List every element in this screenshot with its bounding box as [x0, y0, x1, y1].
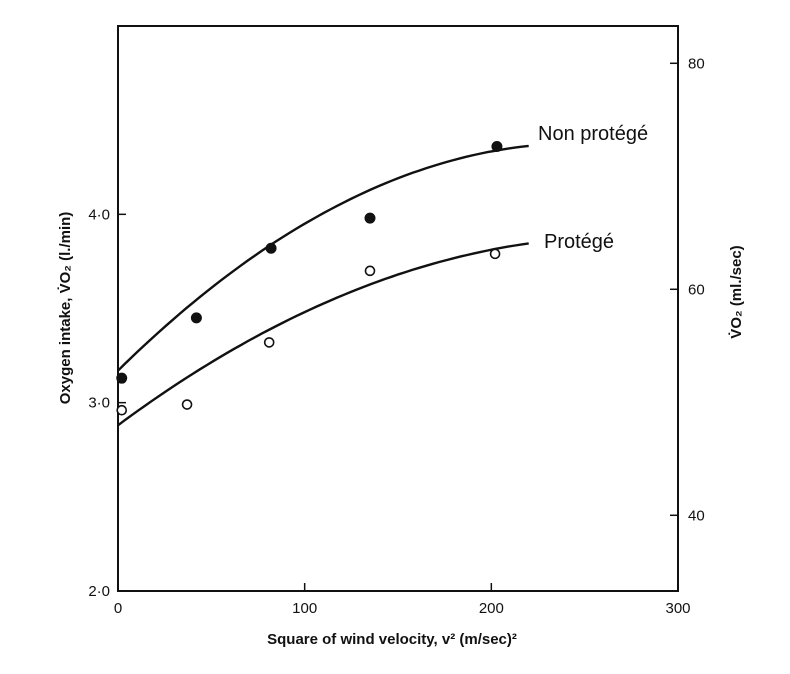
y-left-axis-title: Oxygen intake, V̇O₂ (l./min): [57, 212, 74, 405]
plot-frame: [117, 25, 679, 592]
series-curve-1: [117, 144, 529, 372]
x-axis-title: Square of wind velocity, v² (m/sec)²: [267, 631, 517, 648]
data-point: [489, 248, 501, 260]
data-point: [181, 399, 193, 410]
y-right-tick-label: 40: [688, 507, 705, 524]
y-left-tick-label: 4·0: [88, 206, 110, 223]
data-point: [116, 404, 128, 416]
x-tick-label: 200: [479, 600, 504, 617]
data-point: [265, 242, 277, 254]
data-point: [263, 337, 275, 348]
data-point: [364, 265, 376, 277]
data-point: [364, 212, 376, 224]
series-label: Non protégé: [538, 123, 648, 145]
y-right-axis-title: V̇O₂ (ml./sec): [728, 245, 745, 338]
y-left-tick-label: 3·0: [88, 395, 110, 412]
data-point: [491, 141, 503, 153]
x-tick-label: 100: [292, 600, 317, 617]
x-tick-label: 0: [114, 600, 122, 617]
x-tick-label: 300: [665, 600, 690, 617]
chart-marks: 0 100 200 300 2·0 3·0 4·0 40 60 80 Non protégé Prot…: [88, 55, 704, 617]
data-point: [116, 372, 128, 384]
y-left-tick-label: 2·0: [88, 583, 110, 600]
series-curve-2: [117, 242, 529, 427]
series-label: Protégé: [544, 231, 614, 253]
data-point: [190, 312, 202, 324]
y-right-tick-label: 60: [688, 281, 705, 298]
y-right-tick-label: 80: [688, 55, 705, 72]
